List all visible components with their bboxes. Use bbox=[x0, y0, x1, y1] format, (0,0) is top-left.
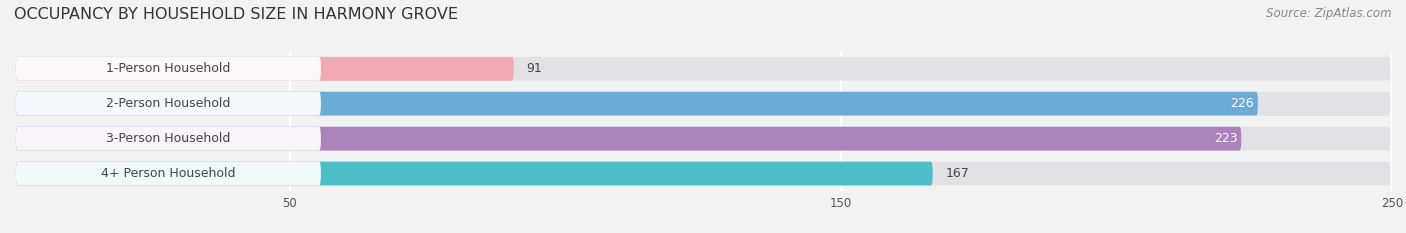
FancyBboxPatch shape bbox=[15, 162, 932, 185]
Text: 167: 167 bbox=[945, 167, 969, 180]
FancyBboxPatch shape bbox=[15, 127, 1391, 151]
FancyBboxPatch shape bbox=[15, 162, 321, 185]
FancyBboxPatch shape bbox=[15, 92, 321, 116]
FancyBboxPatch shape bbox=[15, 57, 1391, 81]
Text: 1-Person Household: 1-Person Household bbox=[107, 62, 231, 75]
Text: 223: 223 bbox=[1213, 132, 1237, 145]
FancyBboxPatch shape bbox=[15, 162, 1391, 185]
FancyBboxPatch shape bbox=[15, 92, 1391, 116]
FancyBboxPatch shape bbox=[15, 57, 321, 81]
FancyBboxPatch shape bbox=[15, 127, 1241, 151]
FancyBboxPatch shape bbox=[15, 92, 1258, 116]
FancyBboxPatch shape bbox=[15, 57, 513, 81]
Text: 226: 226 bbox=[1230, 97, 1254, 110]
Text: Source: ZipAtlas.com: Source: ZipAtlas.com bbox=[1267, 7, 1392, 20]
FancyBboxPatch shape bbox=[15, 127, 321, 151]
Text: 2-Person Household: 2-Person Household bbox=[107, 97, 231, 110]
Text: 3-Person Household: 3-Person Household bbox=[107, 132, 231, 145]
Text: OCCUPANCY BY HOUSEHOLD SIZE IN HARMONY GROVE: OCCUPANCY BY HOUSEHOLD SIZE IN HARMONY G… bbox=[14, 7, 458, 22]
Text: 91: 91 bbox=[527, 62, 543, 75]
Text: 4+ Person Household: 4+ Person Household bbox=[101, 167, 236, 180]
